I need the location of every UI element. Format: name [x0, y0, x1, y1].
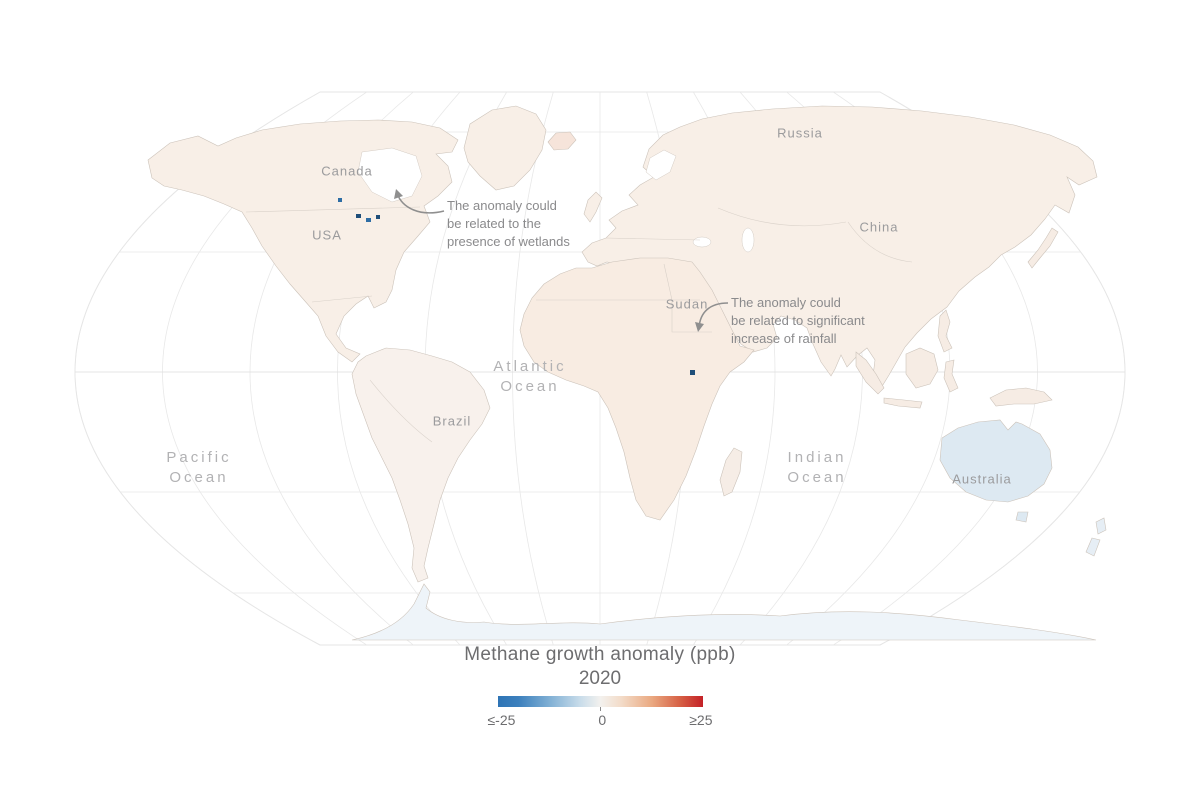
annotation-rainfall: The anomaly could be related to signific…	[731, 294, 865, 348]
label-china: China	[859, 219, 899, 235]
pacific-line2: Ocean	[169, 469, 229, 486]
atlantic-line1: Atlantic	[493, 358, 567, 375]
indian-line2: Ocean	[787, 469, 847, 486]
label-indian-ocean: Indian Ocean	[787, 448, 846, 488]
label-pacific-ocean: Pacific Ocean	[166, 448, 231, 488]
legend-min-label: ≤-25	[487, 712, 516, 728]
annotation-arrows	[394, 189, 729, 332]
inland-water	[357, 147, 755, 253]
annotation-wetlands: The anomaly could be related to the pres…	[447, 197, 570, 251]
legend-colorbar	[497, 696, 703, 711]
atlantic-line2: Ocean	[500, 378, 560, 395]
label-sudan: Sudan	[665, 296, 709, 312]
rainfall-line2: be related to significant	[731, 313, 865, 328]
rainfall-line3: increase of rainfall	[731, 331, 837, 346]
pacific-line1: Pacific	[166, 449, 232, 466]
label-australia: Australia	[952, 471, 1012, 487]
label-russia: Russia	[777, 125, 823, 141]
legend-labels: ≤-25 0 ≥25	[488, 712, 713, 728]
label-usa: USA	[312, 227, 342, 243]
wetlands-arrowhead	[394, 189, 403, 199]
legend: Methane growth anomaly (ppb) 2020 ≤-25 0…	[0, 644, 1200, 728]
legend-year: 2020	[578, 668, 622, 689]
legend-zero-label: 0	[598, 712, 607, 728]
legend-zero-tick	[600, 707, 601, 711]
wetlands-line1: The anomaly could	[447, 198, 557, 213]
rainfall-line1: The anomaly could	[731, 295, 841, 310]
lakes	[338, 198, 695, 375]
legend-max-label: ≥25	[689, 712, 713, 728]
label-canada: Canada	[321, 163, 373, 179]
country-borders	[245, 206, 913, 443]
wetlands-line3: presence of wetlands	[447, 234, 570, 249]
indian-line1: Indian	[787, 449, 847, 466]
legend-title: Methane growth anomaly (ppb)	[464, 644, 736, 665]
label-atlantic-ocean: Atlantic Ocean	[493, 357, 566, 397]
label-brazil: Brazil	[432, 413, 472, 429]
wetlands-line2: be related to the	[447, 216, 541, 231]
rainfall-arrowhead	[695, 322, 704, 332]
